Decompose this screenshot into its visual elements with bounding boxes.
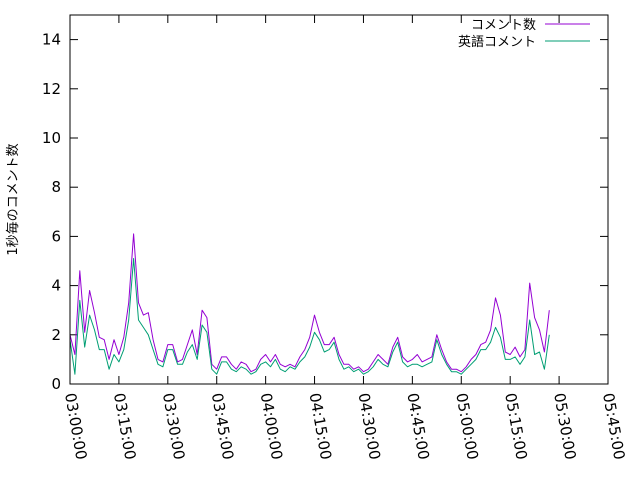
- ticks-group: [69, 15, 609, 385]
- series-line-0: [69, 233, 550, 373]
- legend-label-1: 英語コメント: [458, 34, 536, 50]
- y-tick-label: 6: [51, 227, 61, 245]
- y-tick-label: 14: [42, 31, 61, 49]
- legend-label-0: コメント数: [471, 18, 536, 33]
- y-tick-label: 2: [51, 326, 61, 344]
- y-tick-label: 12: [42, 80, 61, 98]
- series-line-1: [69, 258, 550, 375]
- y-tick-label: 4: [51, 277, 61, 295]
- y-tick-label: 8: [51, 178, 61, 196]
- y-axis-label-group: 1秒毎のコメント数: [5, 143, 21, 255]
- y-tick-label: 0: [51, 375, 61, 393]
- series-group: [69, 233, 550, 375]
- y-axis-label: 1秒毎のコメント数: [5, 143, 21, 255]
- plot-frame: [69, 14, 609, 385]
- y-tick-label: 10: [42, 129, 61, 147]
